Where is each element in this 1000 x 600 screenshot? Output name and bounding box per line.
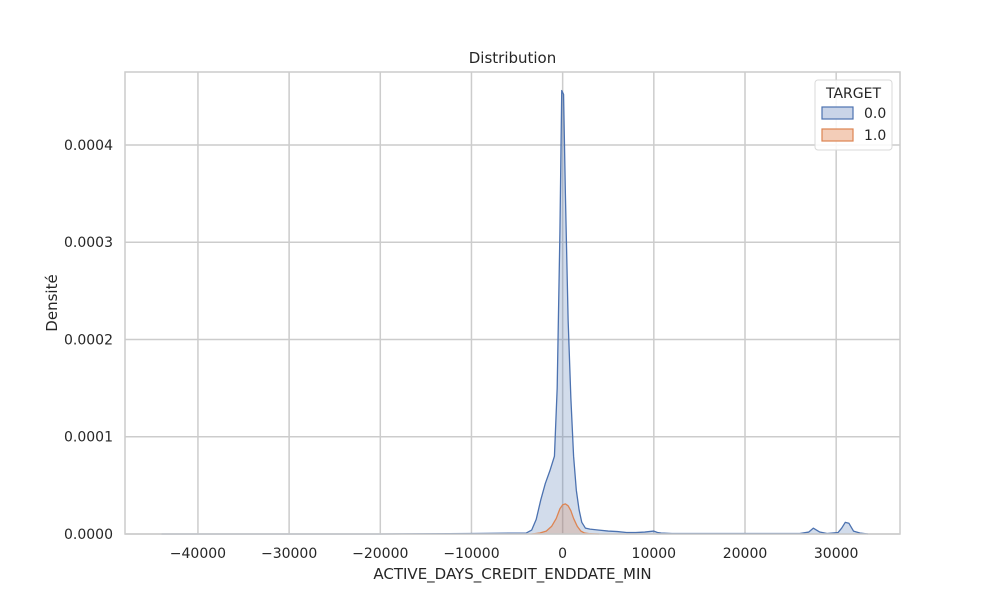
legend-swatch-1.0 — [821, 128, 854, 142]
series-line-0.0 — [161, 89, 869, 535]
series-layer — [161, 89, 869, 535]
legend-label-0.0: 0.0 — [864, 106, 886, 122]
x-tick-label: −10000 — [443, 546, 499, 562]
legend-label-1.0: 1.0 — [864, 128, 886, 144]
y-tick-labels: 0.0000 0.0001 0.0002 0.0003 0.0004 — [64, 138, 113, 543]
series-area-0.0 — [161, 90, 869, 534]
grid — [125, 72, 900, 535]
y-tick-label: 0.0002 — [64, 332, 113, 348]
x-axis-title: ACTIVE_DAYS_CREDIT_ENDDATE_MIN — [373, 565, 651, 584]
y-tick-label: 0.0004 — [64, 138, 113, 154]
x-tick-label: 20000 — [723, 546, 768, 562]
chart-title: Distribution — [469, 49, 557, 67]
legend-title: TARGET — [825, 86, 881, 102]
x-tick-label: −30000 — [261, 546, 317, 562]
x-tick-label: −20000 — [352, 546, 408, 562]
legend-items: 0.01.0 — [821, 106, 886, 144]
legend: TARGET 0.01.0 — [814, 79, 893, 151]
legend-swatch-0.0 — [821, 106, 854, 120]
y-tick-label: 0.0000 — [64, 527, 113, 543]
y-axis-title: Densité — [43, 274, 61, 331]
series-area-1.0 — [531, 503, 600, 534]
x-tick-label: 10000 — [632, 546, 677, 562]
x-tick-label: 0 — [558, 546, 567, 562]
series-line-1.0 — [531, 503, 600, 535]
y-tick-label: 0.0003 — [64, 235, 113, 251]
plot-frame — [124, 71, 901, 535]
x-tick-label: 30000 — [814, 546, 859, 562]
x-tick-labels: −40000 −30000 −20000 −10000 0 10000 20000 30000 — [170, 546, 859, 562]
x-tick-label: −40000 — [170, 546, 226, 562]
y-tick-label: 0.0001 — [64, 430, 113, 446]
